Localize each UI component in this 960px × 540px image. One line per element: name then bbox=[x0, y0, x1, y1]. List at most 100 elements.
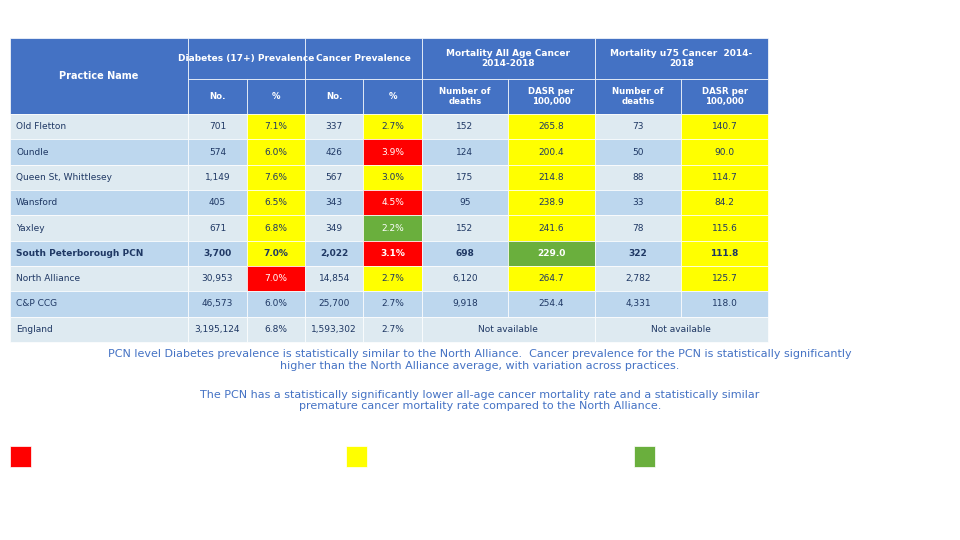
Text: Note:  Prevalence data are not available by age i.e. it is not age weighted so d: Note: Prevalence data are not available … bbox=[10, 491, 771, 511]
Bar bbox=[188, 190, 247, 215]
Bar bbox=[595, 316, 768, 342]
Bar bbox=[595, 38, 768, 79]
Bar bbox=[10, 316, 188, 342]
Bar bbox=[421, 316, 595, 342]
Text: No.: No. bbox=[209, 92, 226, 101]
Bar bbox=[363, 266, 421, 292]
Text: 1,149: 1,149 bbox=[204, 173, 230, 182]
Text: No.: No. bbox=[326, 92, 343, 101]
Text: 7.1%: 7.1% bbox=[264, 122, 287, 131]
Text: 6.8%: 6.8% bbox=[264, 325, 287, 334]
Bar bbox=[305, 190, 363, 215]
Text: 337: 337 bbox=[325, 122, 343, 131]
Text: 95: 95 bbox=[459, 198, 470, 207]
Text: 88: 88 bbox=[633, 173, 644, 182]
Text: 152: 152 bbox=[456, 122, 473, 131]
Bar bbox=[10, 165, 188, 190]
Bar bbox=[188, 316, 247, 342]
Bar bbox=[305, 292, 363, 316]
Bar bbox=[421, 79, 508, 114]
Bar bbox=[363, 190, 421, 215]
Text: 200.4: 200.4 bbox=[539, 147, 564, 157]
Text: Not available: Not available bbox=[478, 325, 539, 334]
Text: South Peterborough PCN: South Peterborough PCN bbox=[16, 249, 144, 258]
Text: %: % bbox=[388, 92, 396, 101]
Bar bbox=[508, 79, 595, 114]
Text: 6,120: 6,120 bbox=[452, 274, 478, 283]
Bar bbox=[247, 316, 305, 342]
Bar bbox=[508, 241, 595, 266]
Text: Long term conditions: Long term conditions bbox=[8, 10, 207, 28]
Bar bbox=[346, 446, 367, 467]
Text: 6.5%: 6.5% bbox=[264, 198, 287, 207]
Bar bbox=[188, 139, 247, 165]
Bar bbox=[363, 215, 421, 241]
Bar bbox=[682, 190, 768, 215]
Bar bbox=[305, 241, 363, 266]
Bar bbox=[421, 292, 508, 316]
Bar bbox=[363, 79, 421, 114]
Bar bbox=[421, 241, 508, 266]
Bar bbox=[10, 266, 188, 292]
Text: 2.7%: 2.7% bbox=[381, 122, 404, 131]
Bar bbox=[10, 241, 188, 266]
Bar bbox=[595, 292, 682, 316]
Text: 50: 50 bbox=[633, 147, 644, 157]
Text: Old Fletton: Old Fletton bbox=[16, 122, 66, 131]
Text: 7.0%: 7.0% bbox=[264, 274, 287, 283]
Text: 7.6%: 7.6% bbox=[264, 173, 287, 182]
Bar bbox=[188, 79, 247, 114]
Bar bbox=[421, 38, 595, 79]
Text: 111.8: 111.8 bbox=[710, 249, 739, 258]
Bar bbox=[595, 114, 682, 139]
Bar bbox=[421, 139, 508, 165]
Bar bbox=[10, 215, 188, 241]
Bar bbox=[682, 139, 768, 165]
Text: Number of
deaths: Number of deaths bbox=[612, 87, 663, 106]
Bar bbox=[508, 114, 595, 139]
Bar bbox=[363, 241, 421, 266]
Bar bbox=[247, 266, 305, 292]
Text: 701: 701 bbox=[209, 122, 227, 131]
Bar bbox=[363, 165, 421, 190]
Text: 7.0%: 7.0% bbox=[263, 249, 288, 258]
Text: 2,022: 2,022 bbox=[320, 249, 348, 258]
Text: Queen St, Whittlesey: Queen St, Whittlesey bbox=[16, 173, 112, 182]
Bar bbox=[508, 190, 595, 215]
Text: 84.2: 84.2 bbox=[714, 198, 734, 207]
Text: 2,782: 2,782 bbox=[625, 274, 651, 283]
Text: Mortality All Age Cancer
2014-2018: Mortality All Age Cancer 2014-2018 bbox=[446, 49, 570, 68]
Text: 2.7%: 2.7% bbox=[381, 300, 404, 308]
Bar bbox=[305, 266, 363, 292]
Text: Practice Name: Practice Name bbox=[60, 71, 138, 81]
Bar bbox=[363, 292, 421, 316]
Text: 118.0: 118.0 bbox=[711, 300, 737, 308]
Text: 3.1%: 3.1% bbox=[380, 249, 405, 258]
Bar bbox=[188, 241, 247, 266]
Text: 6.0%: 6.0% bbox=[264, 300, 287, 308]
Text: 175: 175 bbox=[456, 173, 473, 182]
Bar bbox=[421, 266, 508, 292]
Text: 140.7: 140.7 bbox=[711, 122, 737, 131]
Text: 264.7: 264.7 bbox=[539, 274, 564, 283]
Bar bbox=[508, 292, 595, 316]
Text: 229.0: 229.0 bbox=[538, 249, 565, 258]
Text: 4.5%: 4.5% bbox=[381, 198, 404, 207]
Bar bbox=[508, 215, 595, 241]
Text: Mortality u75 Cancer  2014-
2018: Mortality u75 Cancer 2014- 2018 bbox=[611, 49, 753, 68]
Text: 1,593,302: 1,593,302 bbox=[311, 325, 357, 334]
Text: 265.8: 265.8 bbox=[539, 122, 564, 131]
Text: 25,700: 25,700 bbox=[319, 300, 349, 308]
Text: statistically significantly higher than next level in hierarchy: statistically significantly higher than … bbox=[38, 452, 309, 461]
Text: 241.6: 241.6 bbox=[539, 224, 564, 233]
Bar bbox=[421, 165, 508, 190]
Text: 125.7: 125.7 bbox=[711, 274, 737, 283]
Text: 322: 322 bbox=[629, 249, 647, 258]
Text: 115.6: 115.6 bbox=[711, 224, 737, 233]
Text: statistically similar to next level in hierarchy: statistically similar to next level in h… bbox=[374, 452, 577, 461]
Text: 3.0%: 3.0% bbox=[381, 173, 404, 182]
Bar bbox=[421, 215, 508, 241]
Bar bbox=[10, 190, 188, 215]
Text: Wansford: Wansford bbox=[16, 198, 59, 207]
Text: 2.2%: 2.2% bbox=[381, 224, 404, 233]
